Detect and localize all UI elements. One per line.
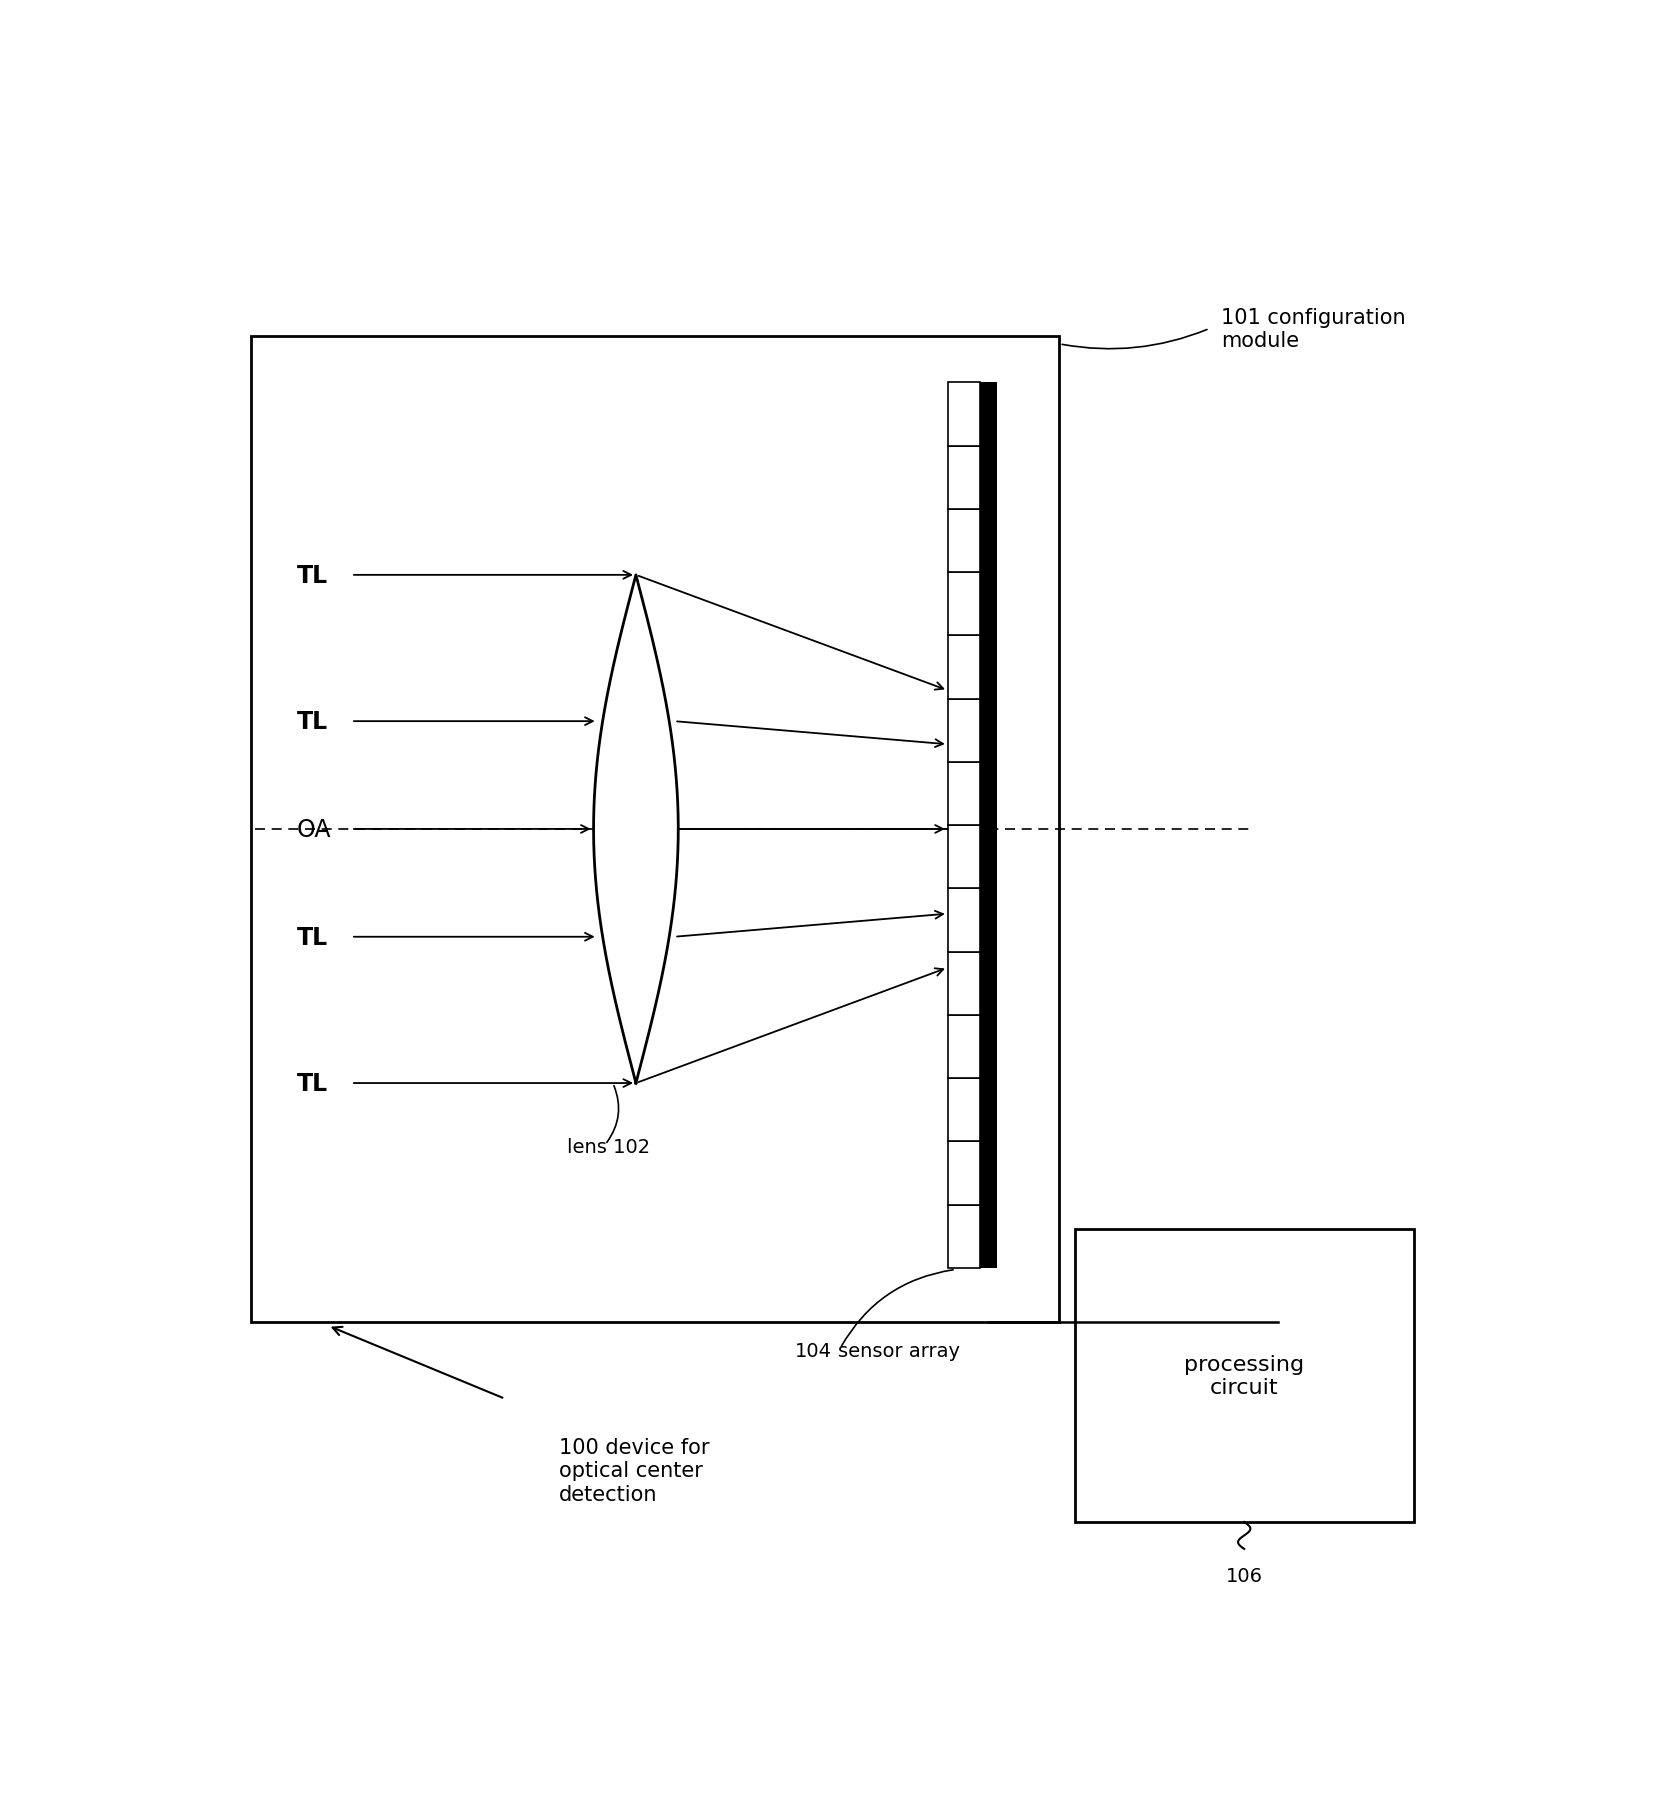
Bar xyxy=(948,889,980,952)
Text: 100 device for
optical center
detection: 100 device for optical center detection xyxy=(558,1437,710,1504)
Bar xyxy=(948,952,980,1016)
Bar xyxy=(948,1141,980,1204)
Text: TL: TL xyxy=(297,1072,328,1096)
Bar xyxy=(948,762,980,825)
Text: 101 configuration
module: 101 configuration module xyxy=(1221,308,1406,350)
Text: lens 102: lens 102 xyxy=(566,1137,650,1156)
Polygon shape xyxy=(593,575,678,1083)
Bar xyxy=(1075,1230,1414,1522)
Bar xyxy=(948,510,980,573)
Bar xyxy=(948,383,980,446)
Bar xyxy=(948,698,980,762)
Bar xyxy=(948,1079,980,1141)
Bar xyxy=(948,1016,980,1079)
Text: sensor array: sensor array xyxy=(838,1341,960,1360)
Text: TL: TL xyxy=(297,564,328,588)
Text: OA: OA xyxy=(297,818,332,842)
Text: 104: 104 xyxy=(795,1341,833,1360)
Bar xyxy=(948,1204,980,1268)
Bar xyxy=(980,383,996,1268)
Text: TL: TL xyxy=(297,925,328,949)
Text: processing
circuit: processing circuit xyxy=(1185,1355,1304,1397)
Bar xyxy=(948,637,980,698)
Bar xyxy=(252,337,1060,1322)
Text: 106: 106 xyxy=(1226,1567,1263,1585)
Text: TL: TL xyxy=(297,709,328,733)
Bar xyxy=(948,446,980,510)
Bar xyxy=(948,825,980,889)
Bar xyxy=(948,573,980,637)
